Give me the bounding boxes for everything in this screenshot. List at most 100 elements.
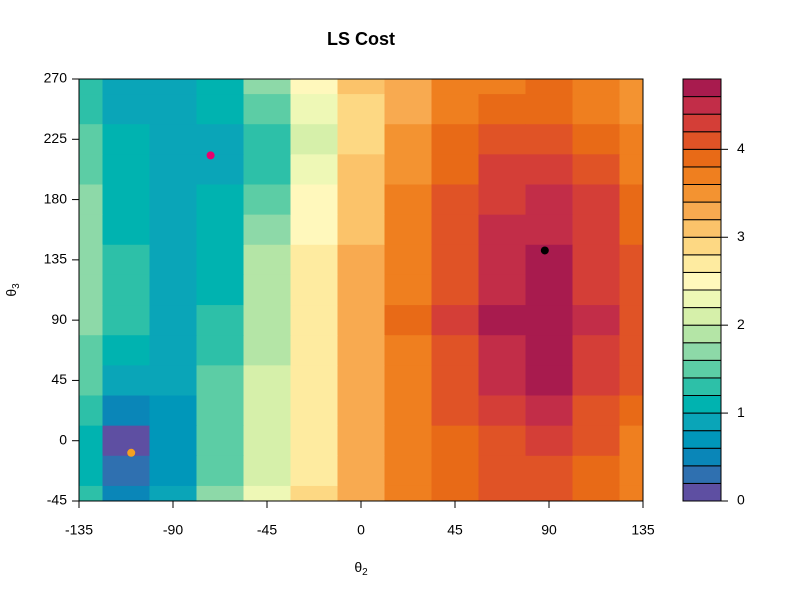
- colorbar-band: [682, 113, 722, 133]
- contour-cell: [243, 244, 291, 276]
- contour-cell: [243, 184, 291, 216]
- x-tick-label: -135: [65, 522, 93, 538]
- y-tick-label: 180: [44, 190, 68, 206]
- contour-cell: [431, 335, 479, 366]
- contour-cell: [478, 485, 526, 501]
- contour-cell: [102, 425, 150, 457]
- contour-cell: [290, 365, 338, 396]
- colorbar-band: [682, 324, 722, 344]
- y-tick-label: 135: [44, 251, 68, 267]
- contour-cell: [525, 154, 573, 185]
- contour-cell: [102, 335, 150, 366]
- colorbar-tick-label: 4: [737, 140, 745, 156]
- contour-cell: [243, 214, 291, 246]
- contour-cell: [384, 94, 432, 125]
- y-tick-label: 270: [44, 70, 68, 86]
- contour-cell: [290, 94, 338, 125]
- contour-cell: [431, 395, 479, 427]
- contour-cell: [149, 79, 197, 95]
- contour-cell: [525, 305, 573, 336]
- colorbar-band: [682, 271, 722, 291]
- contour-cell: [196, 395, 244, 427]
- y-tick-label: 0: [59, 431, 67, 447]
- contour-cell: [384, 305, 432, 336]
- contour-field: [79, 79, 643, 501]
- colorbar-band: [682, 289, 722, 309]
- x-label-symbol: θ: [354, 559, 362, 575]
- colorbar-band: [682, 219, 722, 238]
- colorbar-tick-label: 3: [737, 228, 745, 244]
- contour-cell: [149, 395, 197, 427]
- contour-cell: [619, 395, 643, 427]
- contour-cell: [102, 214, 150, 246]
- x-tick-label: -45: [257, 522, 277, 538]
- contour-cell: [196, 154, 244, 185]
- contour-cell: [619, 455, 643, 487]
- contour-cell: [572, 365, 620, 396]
- y-tick-label: 90: [51, 311, 67, 327]
- contour-cell: [384, 214, 432, 246]
- contour-cell: [102, 94, 150, 125]
- contour-cell: [431, 184, 479, 216]
- contour-cell: [478, 274, 526, 306]
- x-tick-label: -90: [163, 522, 183, 538]
- colorbar-band: [682, 465, 722, 484]
- y-label-subscript: 3: [11, 283, 22, 289]
- contour-cell: [478, 455, 526, 487]
- contour-cell: [102, 79, 150, 95]
- contour-cell: [525, 124, 573, 155]
- contour-cell: [149, 425, 197, 457]
- contour-cell: [102, 244, 150, 276]
- contour-cell: [196, 274, 244, 306]
- contour-cell: [337, 305, 385, 336]
- contour-cell: [572, 94, 620, 125]
- contour-cell: [102, 274, 150, 306]
- contour-cell: [243, 485, 291, 501]
- contour-cell: [384, 124, 432, 155]
- contour-cell: [337, 244, 385, 276]
- contour-cell: [572, 335, 620, 366]
- contour-cell: [525, 274, 573, 306]
- contour-cell: [431, 485, 479, 501]
- contour-cell: [102, 184, 150, 216]
- contour-cell: [290, 425, 338, 457]
- contour-cell: [525, 425, 573, 457]
- x-tick-label: 0: [357, 522, 365, 538]
- x-tick-label: 90: [541, 522, 557, 538]
- contour-cell: [243, 335, 291, 366]
- contour-cell: [431, 425, 479, 457]
- contour-cell: [79, 244, 103, 276]
- contour-cell: [243, 455, 291, 487]
- contour-cell: [196, 485, 244, 501]
- contour-cell: [102, 154, 150, 185]
- contour-cell: [619, 274, 643, 306]
- contour-cell: [525, 455, 573, 487]
- contour-cell: [525, 79, 573, 95]
- contour-cell: [79, 425, 103, 457]
- contour-cell: [196, 365, 244, 396]
- contour-cell: [431, 94, 479, 125]
- contour-cell: [290, 244, 338, 276]
- contour-cell: [619, 305, 643, 336]
- contour-cell: [572, 425, 620, 457]
- contour-cell: [337, 184, 385, 216]
- contour-cell: [478, 244, 526, 276]
- colorbar-band: [682, 96, 722, 115]
- marker-point: [206, 151, 215, 160]
- contour-cell: [149, 274, 197, 306]
- contour-cell: [290, 214, 338, 246]
- contour-cell: [79, 124, 103, 155]
- contour-cell: [431, 154, 479, 185]
- contour-cell: [337, 365, 385, 396]
- contour-cell: [196, 94, 244, 125]
- contour-cell: [619, 184, 643, 216]
- colorbar-band: [682, 342, 722, 361]
- contour-cell: [196, 455, 244, 487]
- contour-cell: [149, 184, 197, 216]
- contour-cell: [478, 184, 526, 216]
- chart-title: LS Cost: [327, 29, 395, 49]
- contour-cell: [102, 485, 150, 501]
- contour-cell: [243, 425, 291, 457]
- contour-cell: [384, 244, 432, 276]
- contour-cell: [290, 335, 338, 366]
